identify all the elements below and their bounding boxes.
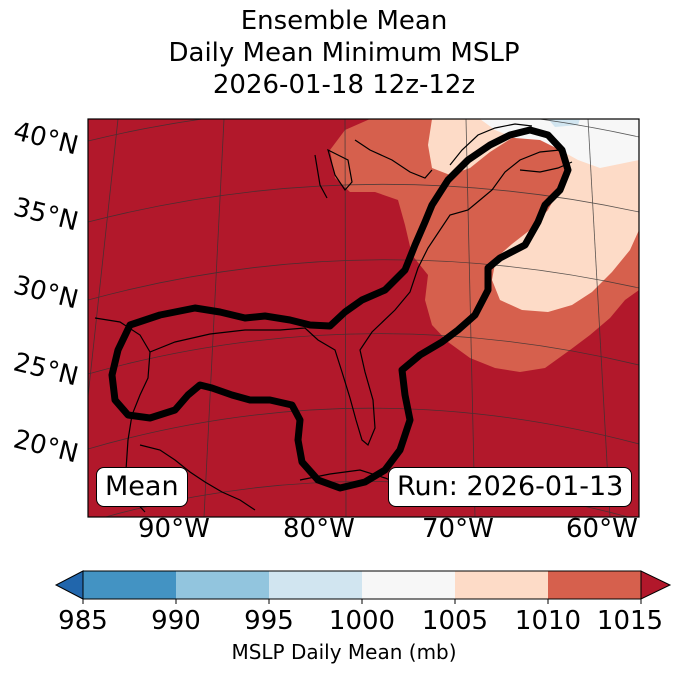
lon-label-80w: 80°W [283,514,355,544]
title-line-1: Ensemble Mean [240,6,448,36]
title-line-2: Daily Mean Minimum MSLP [168,38,520,68]
colorbar-tick-985: 985 [58,606,108,636]
contour-line [108,126,572,492]
colorbar-segment [176,571,269,599]
colorbar-tick-1015: 1015 [596,606,664,636]
colorbar-tick-995: 995 [244,606,294,636]
lon-label-90w: 90°W [138,514,210,544]
colorbar-segment [269,571,362,599]
map-panel [88,119,639,517]
mean-label: Mean [96,467,188,507]
colorbar-tick-1000: 1000 [328,606,396,636]
colorbar-segment [362,571,455,599]
colorbar-tick-1010: 1010 [514,606,582,636]
map-border [87,118,640,518]
run-label: Run: 2026-01-13 [388,467,633,507]
lon-label-60w: 60°W [566,514,638,544]
title-line-3: 2026-01-18 12z-12z [212,70,476,100]
lon-label-70w: 70°W [422,514,494,544]
colorbar-over-arrow [640,570,672,600]
colorbar-tick-990: 990 [151,606,201,636]
field-1000-1005 [428,119,639,312]
colorbar-under-arrow [54,570,84,600]
colorbar-label: MSLP Daily Mean (mb) [231,640,457,664]
colorbar-segment [548,571,641,599]
colorbar [54,570,672,604]
colorbar-segment [455,571,548,599]
colorbar-tick-1005: 1005 [421,606,489,636]
colorbar-segment [83,571,176,599]
